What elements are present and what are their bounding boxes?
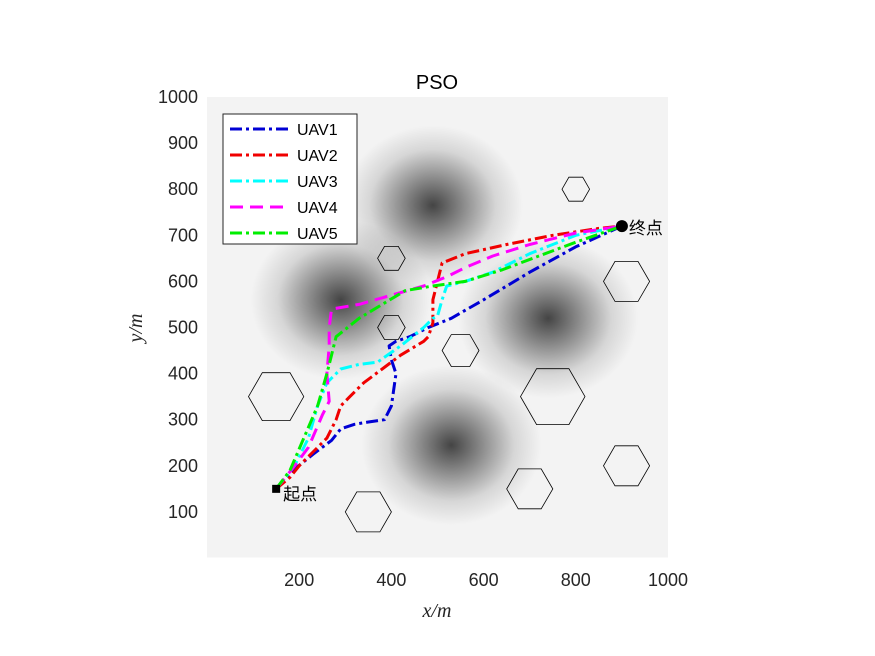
obstacle-hexagon xyxy=(377,315,406,340)
end-label: 终点 xyxy=(629,219,663,239)
chart-title: PSO xyxy=(416,72,458,94)
terrain-peak xyxy=(458,238,639,399)
obstacle-hexagon xyxy=(603,260,651,302)
y-tick-label: 300 xyxy=(168,410,198,430)
terrain-peak xyxy=(361,365,542,526)
y-tick-label: 500 xyxy=(168,318,198,338)
y-tick-label: 200 xyxy=(168,456,198,476)
plot-area: 起点 终点 xyxy=(207,97,668,559)
start-end-markers: 起点 终点 xyxy=(272,219,663,505)
obstacle-hexagon xyxy=(441,334,480,367)
legend: UAV1 UAV2 UAV3 UAV4 UAV5 xyxy=(222,113,358,245)
obstacle-hexagon xyxy=(377,245,406,271)
series-line-uav5 xyxy=(274,224,623,490)
terrain-layer xyxy=(250,125,639,526)
x-tick-label: 600 xyxy=(469,570,499,590)
y-tick-label: 100 xyxy=(168,502,198,522)
legend-label-uav3: UAV3 xyxy=(297,174,338,191)
legend-box xyxy=(222,113,358,245)
obstacle-hexagon xyxy=(561,176,591,202)
obstacle-hexagon xyxy=(344,491,392,533)
x-tick-label: 200 xyxy=(284,570,314,590)
obstacle-hexagon xyxy=(248,372,305,422)
y-tick-label: 900 xyxy=(168,133,198,153)
x-tick-label: 800 xyxy=(561,570,591,590)
obstacle-hexagon xyxy=(506,468,554,510)
x-axis-ticks: 200 400 600 800 1000 xyxy=(284,570,688,590)
end-marker xyxy=(615,220,628,233)
x-tick-label: 1000 xyxy=(648,570,688,590)
y-tick-label: 1000 xyxy=(158,87,198,107)
series-line-uav2 xyxy=(275,224,623,491)
y-tick-label: 400 xyxy=(168,364,198,384)
legend-label-uav5: UAV5 xyxy=(297,226,338,243)
y-axis-label: y/m xyxy=(125,314,147,345)
y-tick-label: 800 xyxy=(168,179,198,199)
start-marker xyxy=(272,484,281,493)
series-line-uav4 xyxy=(274,224,623,490)
y-tick-label: 700 xyxy=(168,225,198,245)
uav-paths xyxy=(274,224,623,491)
x-axis-label: x/m xyxy=(422,600,452,622)
obstacle-hexagon xyxy=(520,368,586,426)
y-tick-label: 600 xyxy=(168,271,198,291)
start-label: 起点 xyxy=(283,485,317,505)
series-line-uav1 xyxy=(274,224,623,490)
legend-label-uav2: UAV2 xyxy=(297,148,338,165)
y-axis-ticks: 100 200 300 400 500 600 700 800 900 1000 xyxy=(158,87,198,522)
x-tick-label: 400 xyxy=(376,570,406,590)
obstacle-hexagon xyxy=(603,445,651,487)
obstacle-layer xyxy=(248,176,651,533)
legend-label-uav4: UAV4 xyxy=(297,200,338,217)
legend-label-uav1: UAV1 xyxy=(297,122,338,139)
